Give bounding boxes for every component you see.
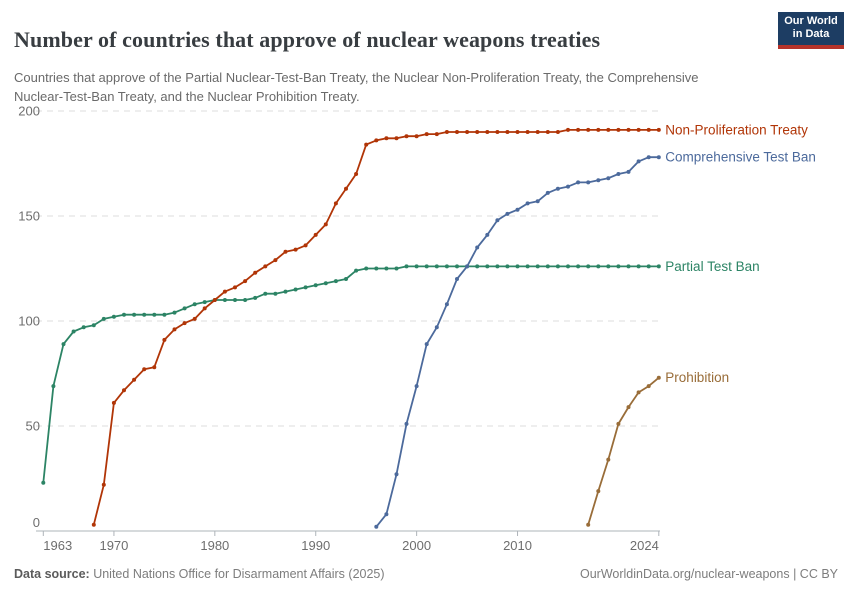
y-tick-label-150: 150: [18, 209, 40, 224]
owid-logo-line2: in Data: [792, 28, 830, 40]
y-tick-label-200: 200: [18, 104, 40, 119]
series-label-comprehensive-test-ban[interactable]: Comprehensive Test Ban: [665, 150, 816, 165]
owid-logo-accent-strip: [778, 45, 844, 49]
x-tick-label-2010: 2010: [503, 538, 532, 553]
owid-logo-box: Our World in Data: [778, 12, 844, 45]
x-tick-label-2024: 2024: [630, 538, 659, 553]
series-line-comprehensive-test-ban[interactable]: [375, 156, 660, 528]
x-tick-label-1970: 1970: [99, 538, 128, 553]
series-points-prohibition: [586, 375, 661, 527]
series-line-prohibition[interactable]: [587, 376, 660, 526]
series-label-prohibition[interactable]: Prohibition: [665, 370, 729, 385]
data-source-note: Data source: United Nations Office for D…: [14, 566, 385, 582]
attribution-note: OurWorldinData.org/nuclear-weapons | CC …: [580, 566, 838, 582]
series-points-comprehensive-test-ban: [374, 155, 661, 529]
y-tick-label-100: 100: [18, 314, 40, 329]
x-tick-label-1990: 1990: [301, 538, 330, 553]
chart-subtitle: Countries that approve of the Partial Nu…: [14, 70, 699, 104]
owid-url-link[interactable]: OurWorldinData.org/nuclear-weapons: [579, 567, 790, 581]
series-label-non-proliferation-treaty[interactable]: Non-Proliferation Treaty: [665, 122, 808, 137]
attribution-separator: |: [789, 567, 800, 581]
series-points-non-proliferation-treaty: [91, 127, 661, 527]
y-tick-label-50: 50: [26, 419, 40, 434]
owid-logo-line1: Our World: [784, 15, 838, 27]
page-title: Number of countries that approve of nucl…: [14, 26, 601, 52]
license-badge: CC BY: [799, 567, 838, 581]
series-line-non-proliferation-treaty[interactable]: [92, 128, 660, 526]
y-tick-label-0: 0: [33, 515, 40, 530]
x-tick-label-2000: 2000: [402, 538, 431, 553]
chart-footer: Data source: United Nations Office for D…: [14, 566, 838, 582]
x-tick-label-1963: 1963: [43, 538, 72, 553]
series-line-partial-test-ban[interactable]: [42, 265, 660, 484]
series-label-partial-test-ban[interactable]: Partial Test Ban: [665, 259, 759, 274]
data-source-value: United Nations Office for Disarmament Af…: [89, 567, 385, 581]
x-tick-label-1980: 1980: [200, 538, 229, 553]
series-points-partial-test-ban: [41, 264, 661, 485]
owid-logo[interactable]: Our World in Data: [778, 12, 844, 49]
data-source-label: Data source:: [14, 567, 90, 581]
